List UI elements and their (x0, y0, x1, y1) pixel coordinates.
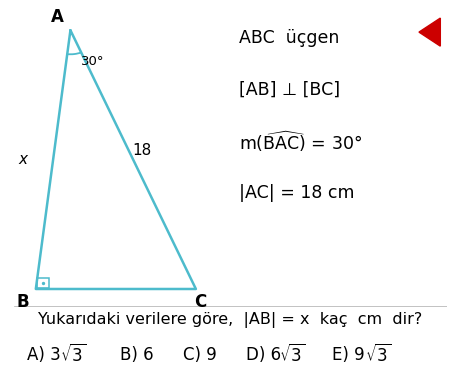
Text: x: x (18, 152, 28, 167)
Text: A) 3: A) 3 (27, 346, 61, 364)
Text: B: B (17, 293, 29, 311)
Text: $\sqrt{3}$: $\sqrt{3}$ (279, 344, 305, 366)
Text: $\sqrt{3}$: $\sqrt{3}$ (60, 344, 87, 366)
Bar (37, 278, 49, 288)
Text: |AC| = 18 cm: |AC| = 18 cm (239, 184, 355, 202)
Text: 30°: 30° (81, 55, 105, 68)
Text: E) 9: E) 9 (332, 346, 365, 364)
Text: 18: 18 (132, 143, 151, 158)
Text: [AB] ⊥ [BC]: [AB] ⊥ [BC] (239, 81, 340, 98)
Text: m($\widehat{\rm BAC}$) = 30°: m($\widehat{\rm BAC}$) = 30° (239, 129, 362, 154)
Text: Yukarıdaki verilere göre,  |AB| = x  kaç  cm  dir?: Yukarıdaki verilere göre, |AB| = x kaç c… (38, 312, 423, 328)
Text: D) 6: D) 6 (246, 346, 281, 364)
Text: A: A (51, 8, 64, 26)
Text: B) 6: B) 6 (120, 346, 154, 364)
Text: ABC  üçgen: ABC üçgen (239, 29, 340, 47)
Text: C: C (194, 293, 207, 311)
Text: $\sqrt{3}$: $\sqrt{3}$ (366, 344, 392, 366)
Text: C) 9: C) 9 (183, 346, 217, 364)
Polygon shape (419, 18, 440, 46)
